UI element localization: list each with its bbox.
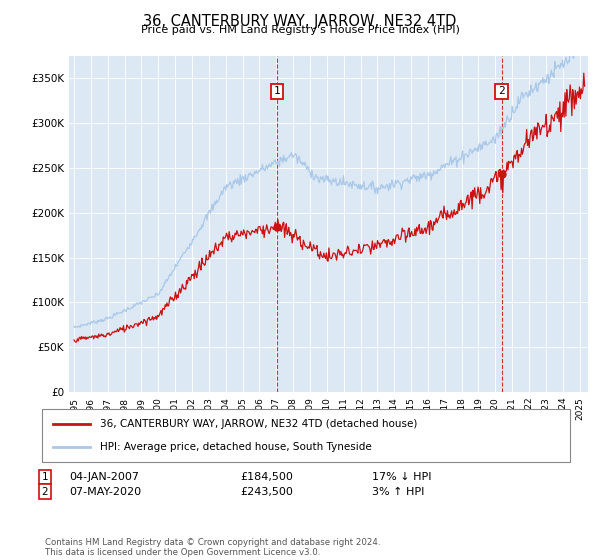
Text: 2: 2	[41, 487, 49, 497]
Text: 3% ↑ HPI: 3% ↑ HPI	[372, 487, 424, 497]
Text: 2: 2	[498, 86, 505, 96]
Text: 17% ↓ HPI: 17% ↓ HPI	[372, 472, 431, 482]
Text: 04-JAN-2007: 04-JAN-2007	[69, 472, 139, 482]
Text: £243,500: £243,500	[240, 487, 293, 497]
Text: 1: 1	[41, 472, 49, 482]
Text: HPI: Average price, detached house, South Tyneside: HPI: Average price, detached house, Sout…	[100, 442, 372, 452]
Text: £184,500: £184,500	[240, 472, 293, 482]
Text: Price paid vs. HM Land Registry's House Price Index (HPI): Price paid vs. HM Land Registry's House …	[140, 25, 460, 35]
FancyBboxPatch shape	[42, 409, 570, 462]
Text: Contains HM Land Registry data © Crown copyright and database right 2024.
This d: Contains HM Land Registry data © Crown c…	[45, 538, 380, 557]
Text: 36, CANTERBURY WAY, JARROW, NE32 4TD: 36, CANTERBURY WAY, JARROW, NE32 4TD	[143, 14, 457, 29]
Text: 1: 1	[274, 86, 280, 96]
Text: 36, CANTERBURY WAY, JARROW, NE32 4TD (detached house): 36, CANTERBURY WAY, JARROW, NE32 4TD (de…	[100, 419, 418, 429]
Text: 07-MAY-2020: 07-MAY-2020	[69, 487, 141, 497]
